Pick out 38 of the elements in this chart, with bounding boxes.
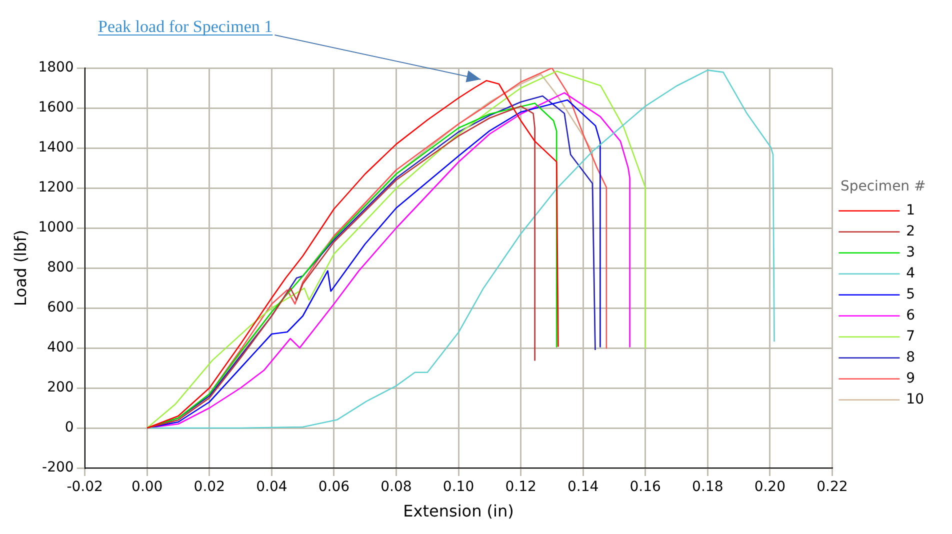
y-tick-label: 1800 bbox=[38, 60, 74, 76]
legend-label: 10 bbox=[906, 392, 924, 408]
legend-title: Specimen # bbox=[840, 178, 926, 195]
y-tick-label: 1200 bbox=[38, 180, 74, 196]
legend-label: 2 bbox=[906, 224, 916, 240]
legend-label: 4 bbox=[906, 266, 916, 282]
y-tick-label: 1400 bbox=[38, 140, 74, 156]
y-tick-label: 1000 bbox=[38, 220, 74, 236]
legend-label: 7 bbox=[906, 328, 916, 345]
x-tick-label: 0.12 bbox=[505, 479, 536, 496]
legend-label: 5 bbox=[906, 286, 916, 303]
x-tick-label: 0.00 bbox=[132, 479, 163, 496]
y-tick-label: 0 bbox=[64, 420, 74, 436]
x-tick-label: 0.02 bbox=[194, 479, 225, 496]
y-tick-label: -200 bbox=[42, 460, 74, 476]
legend-label: 8 bbox=[906, 350, 916, 366]
x-tick-label: 0.14 bbox=[567, 479, 599, 496]
x-tick-label: 0.04 bbox=[256, 479, 288, 496]
annotation: Peak load for Specimen 1 bbox=[98, 17, 273, 36]
x-tick-label: 0.06 bbox=[318, 479, 350, 496]
y-tick-label: 200 bbox=[47, 380, 74, 396]
y-tick-label: 400 bbox=[47, 340, 74, 356]
legend-label: 1 bbox=[906, 202, 916, 219]
x-tick-label: 0.16 bbox=[630, 479, 662, 496]
x-tick-label: 0.22 bbox=[816, 479, 848, 496]
y-tick-label: 1600 bbox=[38, 100, 74, 116]
y-tick-label: 600 bbox=[47, 300, 74, 316]
x-tick-label: 0.18 bbox=[692, 479, 724, 496]
x-axis-title: Extension (in) bbox=[403, 502, 514, 521]
legend-label: 9 bbox=[906, 370, 916, 387]
y-axis-title: Load (lbf) bbox=[10, 230, 30, 306]
legend-label: 3 bbox=[906, 244, 916, 261]
x-tick-label: -0.02 bbox=[66, 479, 103, 496]
legend-label: 6 bbox=[906, 308, 916, 324]
y-tick-label: 800 bbox=[47, 260, 74, 276]
x-tick-label: 0.20 bbox=[754, 479, 786, 496]
x-tick-label: 0.08 bbox=[380, 479, 412, 496]
x-tick-label: 0.10 bbox=[442, 479, 474, 496]
